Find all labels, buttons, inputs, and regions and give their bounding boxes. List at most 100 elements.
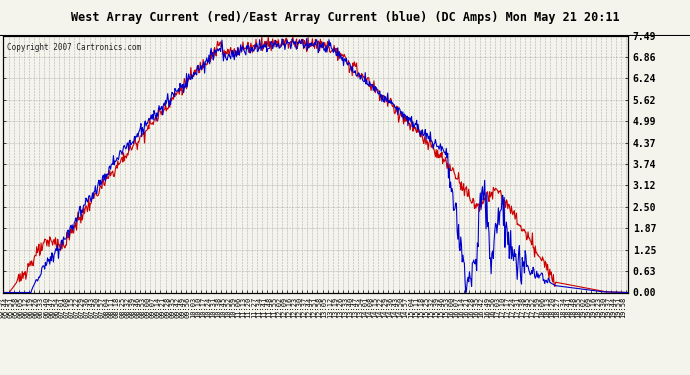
Text: 14:01: 14:01 [362, 297, 368, 318]
Text: 08:32: 08:32 [124, 297, 130, 318]
Text: 05:44: 05:44 [3, 297, 8, 318]
Text: 09:42: 09:42 [175, 297, 181, 318]
Text: 05:58: 05:58 [12, 297, 19, 318]
Text: 17:24: 17:24 [509, 297, 515, 318]
Text: 12:09: 12:09 [281, 297, 287, 318]
Text: 08:11: 08:11 [109, 297, 115, 318]
Text: 06:26: 06:26 [33, 297, 39, 318]
Text: 15:04: 15:04 [408, 297, 414, 318]
Text: 07:08: 07:08 [63, 297, 69, 318]
Text: 10:24: 10:24 [205, 297, 211, 318]
Text: 18:20: 18:20 [549, 297, 555, 318]
Text: 08:53: 08:53 [139, 297, 146, 318]
Text: 11:55: 11:55 [271, 297, 277, 318]
Text: 10:38: 10:38 [215, 297, 221, 318]
Text: 08:04: 08:04 [104, 297, 110, 318]
Text: 08:25: 08:25 [119, 297, 125, 318]
Text: 13:12: 13:12 [326, 297, 333, 318]
Text: 16:56: 16:56 [489, 297, 495, 318]
Text: 18:48: 18:48 [570, 297, 575, 318]
Text: 08:39: 08:39 [129, 297, 135, 318]
Text: 09:07: 09:07 [150, 297, 155, 318]
Text: 14:57: 14:57 [403, 297, 408, 318]
Text: 11:20: 11:20 [246, 297, 252, 318]
Text: 17:10: 17:10 [499, 297, 505, 318]
Text: 12:44: 12:44 [306, 297, 313, 318]
Text: Copyright 2007 Cartronics.com: Copyright 2007 Cartronics.com [7, 44, 141, 52]
Text: 11:34: 11:34 [256, 297, 262, 318]
Text: 06:12: 06:12 [23, 297, 29, 318]
Text: 19:23: 19:23 [595, 297, 601, 318]
Text: 15:46: 15:46 [438, 297, 444, 318]
Text: 10:59: 10:59 [230, 297, 237, 318]
Text: 07:36: 07:36 [83, 297, 90, 318]
Text: 19:37: 19:37 [605, 297, 611, 318]
Text: 13:54: 13:54 [357, 297, 363, 318]
Text: 05:51: 05:51 [8, 297, 14, 318]
Text: 17:52: 17:52 [529, 297, 535, 318]
Text: 17:31: 17:31 [514, 297, 520, 318]
Text: 09:35: 09:35 [170, 297, 176, 318]
Text: 16:28: 16:28 [469, 297, 475, 318]
Text: 06:33: 06:33 [38, 297, 44, 318]
Text: 16:00: 16:00 [448, 297, 454, 318]
Text: 13:40: 13:40 [347, 297, 353, 318]
Text: 06:05: 06:05 [18, 297, 23, 318]
Text: 17:38: 17:38 [519, 297, 525, 318]
Text: 09:14: 09:14 [155, 297, 161, 318]
Text: 10:45: 10:45 [220, 297, 226, 318]
Text: 14:22: 14:22 [377, 297, 384, 318]
Text: 10:52: 10:52 [226, 297, 231, 318]
Text: 17:45: 17:45 [524, 297, 530, 318]
Text: 16:42: 16:42 [479, 297, 484, 318]
Text: 09:00: 09:00 [144, 297, 150, 318]
Text: 17:59: 17:59 [534, 297, 540, 318]
Text: 10:17: 10:17 [200, 297, 206, 318]
Text: 12:23: 12:23 [291, 297, 297, 318]
Text: 14:08: 14:08 [367, 297, 373, 318]
Text: 09:21: 09:21 [159, 297, 166, 318]
Text: 12:16: 12:16 [286, 297, 292, 318]
Text: 12:37: 12:37 [302, 297, 307, 318]
Text: 09:56: 09:56 [185, 297, 191, 318]
Text: 16:35: 16:35 [473, 297, 480, 318]
Text: 16:21: 16:21 [464, 297, 469, 318]
Text: 19:16: 19:16 [590, 297, 596, 318]
Text: 10:03: 10:03 [190, 297, 196, 318]
Text: 15:11: 15:11 [413, 297, 419, 318]
Text: 14:43: 14:43 [393, 297, 399, 318]
Text: 14:36: 14:36 [388, 297, 393, 318]
Text: West Array Current (red)/East Array Current (blue) (DC Amps) Mon May 21 20:11: West Array Current (red)/East Array Curr… [70, 11, 620, 24]
Text: 15:53: 15:53 [443, 297, 449, 318]
Text: 19:44: 19:44 [611, 297, 616, 318]
Text: 07:15: 07:15 [68, 297, 75, 318]
Text: 11:06: 11:06 [235, 297, 242, 318]
Text: 11:41: 11:41 [261, 297, 267, 318]
Text: 15:18: 15:18 [418, 297, 424, 318]
Text: 18:06: 18:06 [540, 297, 545, 318]
Text: 13:33: 13:33 [342, 297, 348, 318]
Text: 18:34: 18:34 [560, 297, 566, 318]
Text: 12:58: 12:58 [317, 297, 322, 318]
Text: 18:13: 18:13 [544, 297, 551, 318]
Text: 14:15: 14:15 [373, 297, 378, 318]
Text: 19:02: 19:02 [580, 297, 586, 318]
Text: 19:51: 19:51 [615, 297, 622, 318]
Text: 08:46: 08:46 [135, 297, 140, 318]
Text: 10:10: 10:10 [195, 297, 201, 318]
Text: 07:57: 07:57 [99, 297, 105, 318]
Text: 16:14: 16:14 [458, 297, 464, 318]
Text: 13:47: 13:47 [352, 297, 358, 318]
Text: 16:07: 16:07 [453, 297, 460, 318]
Text: 10:31: 10:31 [210, 297, 216, 318]
Text: 13:26: 13:26 [337, 297, 343, 318]
Text: 07:50: 07:50 [94, 297, 99, 318]
Text: 13:05: 13:05 [322, 297, 328, 318]
Text: 07:29: 07:29 [79, 297, 84, 318]
Text: 08:18: 08:18 [114, 297, 120, 318]
Text: 14:29: 14:29 [382, 297, 388, 318]
Text: 18:41: 18:41 [564, 297, 571, 318]
Text: 13:19: 13:19 [332, 297, 337, 318]
Text: 11:27: 11:27 [250, 297, 257, 318]
Text: 07:43: 07:43 [88, 297, 95, 318]
